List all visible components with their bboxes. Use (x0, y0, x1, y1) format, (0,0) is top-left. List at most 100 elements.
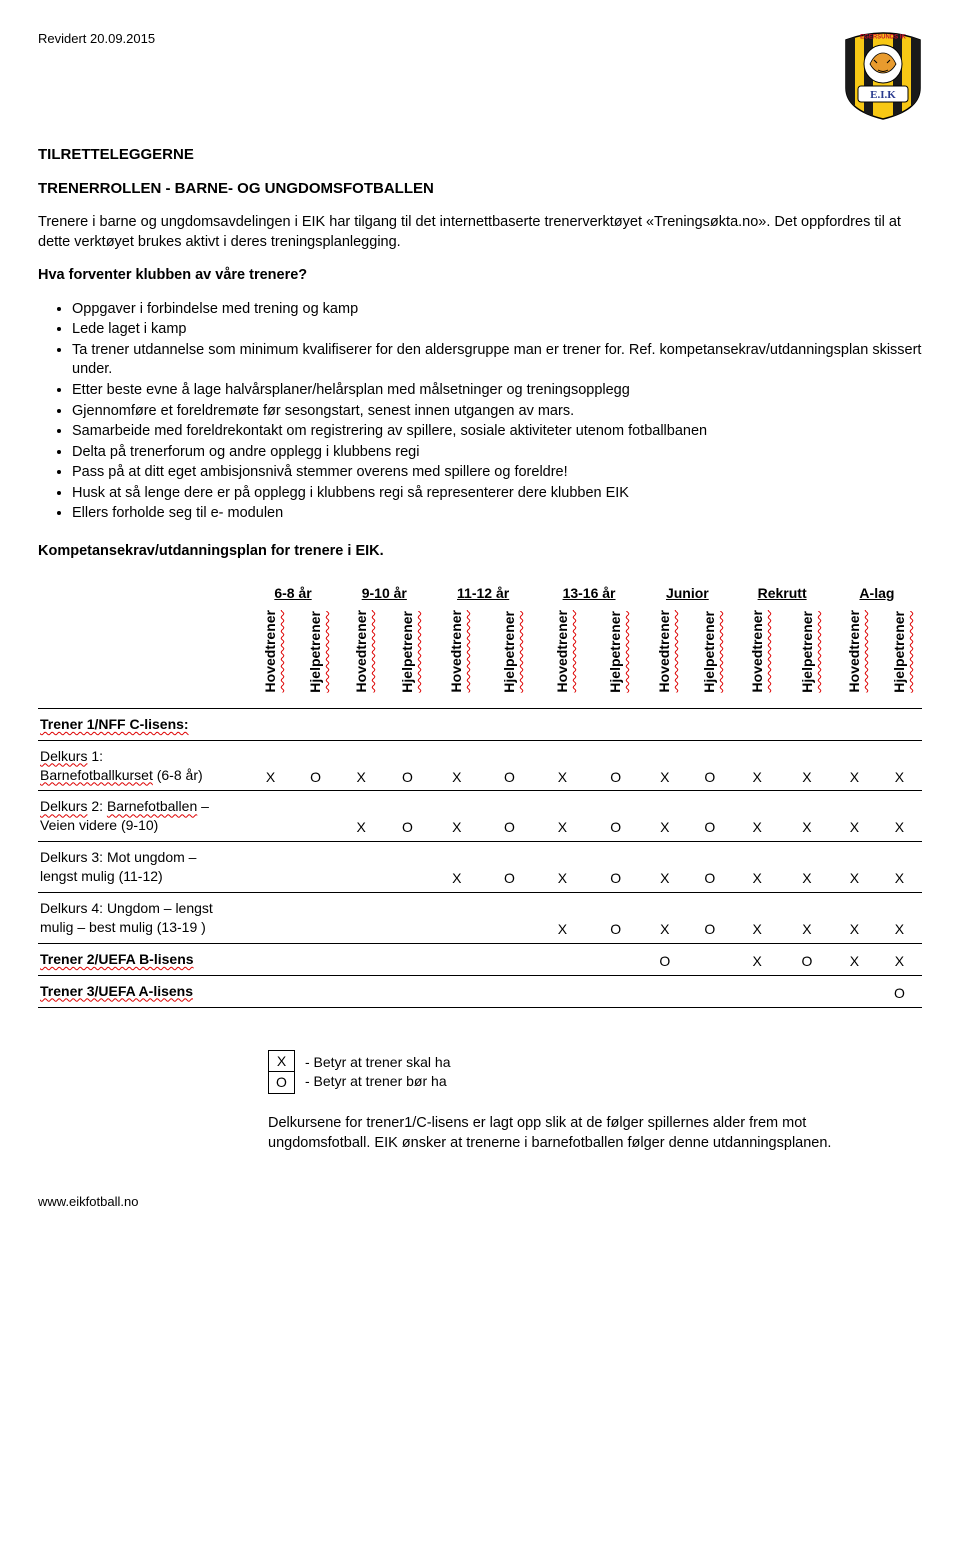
table-cell: X (877, 791, 922, 842)
question-heading: Hva forventer klubben av våre trenere? (38, 266, 922, 286)
bullet-item: Husk at så lenge dere er på opplegg i kl… (72, 484, 922, 504)
role-hjelpetrener: Hjelpetrener (500, 609, 519, 699)
table-cell: X (338, 791, 384, 842)
table-cell (536, 975, 589, 1007)
table-cell (338, 892, 384, 943)
table-cell: O (483, 791, 536, 842)
table-cell (248, 975, 293, 1007)
role-hjelpetrener: Hjelpetrener (606, 609, 625, 699)
role-hjelpetrener: Hjelpetrener (306, 609, 325, 699)
bullet-item: Lede laget i kamp (72, 320, 922, 340)
table-cell (483, 892, 536, 943)
table-row: Delkurs 1:Barnefotballkurset (6-8 år)XOX… (38, 740, 922, 791)
legend-x: X (269, 1050, 295, 1072)
legend-o: O (269, 1072, 295, 1094)
table-cell (384, 892, 430, 943)
table-cell (293, 791, 338, 842)
table-cell (431, 943, 484, 975)
table-cell (589, 975, 642, 1007)
table-cell: X (832, 943, 877, 975)
legend-o-text: - Betyr at trener bør ha (305, 1072, 451, 1091)
role-hovedtrener: Hovedtrener (447, 608, 466, 698)
age-header-row: 6-8 år 9-10 år 11-12 år 13-16 år Junior … (38, 580, 922, 605)
table-cell: O (687, 740, 732, 791)
table-cell: X (431, 791, 484, 842)
role-hovedtrener: Hovedtrener (748, 608, 767, 698)
legend-text: - Betyr at trener skal ha - Betyr at tre… (305, 1053, 451, 1091)
title: TILRETTELEGGERNE (38, 145, 922, 165)
table-cell: O (782, 943, 832, 975)
table-row: Delkurs 4: Ungdom – lengstmulig – best m… (38, 892, 922, 943)
table-cell (732, 975, 782, 1007)
table-cell (431, 975, 484, 1007)
table-cell: X (431, 842, 484, 893)
table-cell: X (832, 740, 877, 791)
role-hjelpetrener: Hjelpetrener (700, 609, 719, 699)
bullet-list: Oppgaver i forbindelse med trening og ka… (38, 300, 922, 524)
age-alag: A-lag (859, 585, 894, 601)
table-cell (248, 842, 293, 893)
table-cell (483, 943, 536, 975)
table-cell (293, 943, 338, 975)
table-cell: X (642, 740, 687, 791)
role-hovedtrener: Hovedtrener (261, 608, 280, 698)
table-cell: X (536, 791, 589, 842)
table-cell: O (687, 892, 732, 943)
role-hovedtrener: Hovedtrener (553, 608, 572, 698)
table-cell (248, 892, 293, 943)
table-cell: X (732, 791, 782, 842)
section-label: Trener 1/NFF C-lisens: (40, 716, 189, 732)
subtitle: TRENERROLLEN - BARNE- OG UNGDOMSFOTBALLE… (38, 179, 922, 199)
bullet-item: Ellers forholde seg til e- modulen (72, 504, 922, 524)
age-6-8: 6-8 år (274, 585, 311, 601)
table-cell: O (589, 892, 642, 943)
legend-grid: X O (268, 1050, 295, 1095)
table-cell (431, 892, 484, 943)
competence-table: 6-8 år 9-10 år 11-12 år 13-16 år Junior … (38, 580, 922, 1008)
table-cell: X (248, 740, 293, 791)
role-hjelpetrener: Hjelpetrener (890, 609, 909, 699)
table-cell: X (782, 791, 832, 842)
table-cell (536, 943, 589, 975)
table-cell: X (782, 740, 832, 791)
table-cell: O (589, 740, 642, 791)
role-header-row: Hovedtrener Hjelpetrener Hovedtrener Hjelpe… (38, 604, 922, 708)
table-cell: X (732, 740, 782, 791)
table-cell: X (536, 892, 589, 943)
table-cell: X (877, 943, 922, 975)
table-cell (248, 943, 293, 975)
table-cell: X (536, 842, 589, 893)
table-cell: X (877, 892, 922, 943)
table-row: Delkurs 2: Barnefotballen –Veien videre … (38, 791, 922, 842)
page-header: Revidert 20.09.2015 EGERSUNDS IK E.I.K (38, 30, 922, 127)
table-cell (642, 975, 687, 1007)
table-row: Delkurs 3: Mot ungdom –lengst mulig (11-… (38, 842, 922, 893)
table-cell (293, 975, 338, 1007)
table-cell: O (687, 791, 732, 842)
eik-shield-icon: EGERSUNDS IK E.I.K (844, 30, 922, 120)
table-cell (687, 943, 732, 975)
revised-date: Revidert 20.09.2015 (38, 30, 155, 48)
table-cell: X (877, 740, 922, 791)
table-cell (338, 975, 384, 1007)
table-cell: X (732, 943, 782, 975)
table-cell: O (483, 842, 536, 893)
bullet-item: Etter beste evne å lage halvårsplaner/he… (72, 381, 922, 401)
table-cell: X (431, 740, 484, 791)
table-cell (782, 975, 832, 1007)
section-row: Trener 1/NFF C-lisens: (38, 708, 922, 740)
table-cell: X (642, 791, 687, 842)
bullet-item: Delta på trenerforum og andre opplegg i … (72, 443, 922, 463)
age-13-16: 13-16 år (563, 585, 616, 601)
table-cell: O (384, 791, 430, 842)
table-cell (483, 975, 536, 1007)
table-cell (338, 842, 384, 893)
table-cell: X (642, 892, 687, 943)
table-cell (832, 975, 877, 1007)
table-cell: O (293, 740, 338, 791)
bullet-item: Ta trener utdannelse som minimum kvalifi… (72, 341, 922, 380)
bullet-item: Oppgaver i forbindelse med trening og ka… (72, 300, 922, 320)
bullet-item: Gjennomføre et foreldremøte før sesongst… (72, 402, 922, 422)
table-cell: X (832, 791, 877, 842)
table-cell: X (877, 842, 922, 893)
